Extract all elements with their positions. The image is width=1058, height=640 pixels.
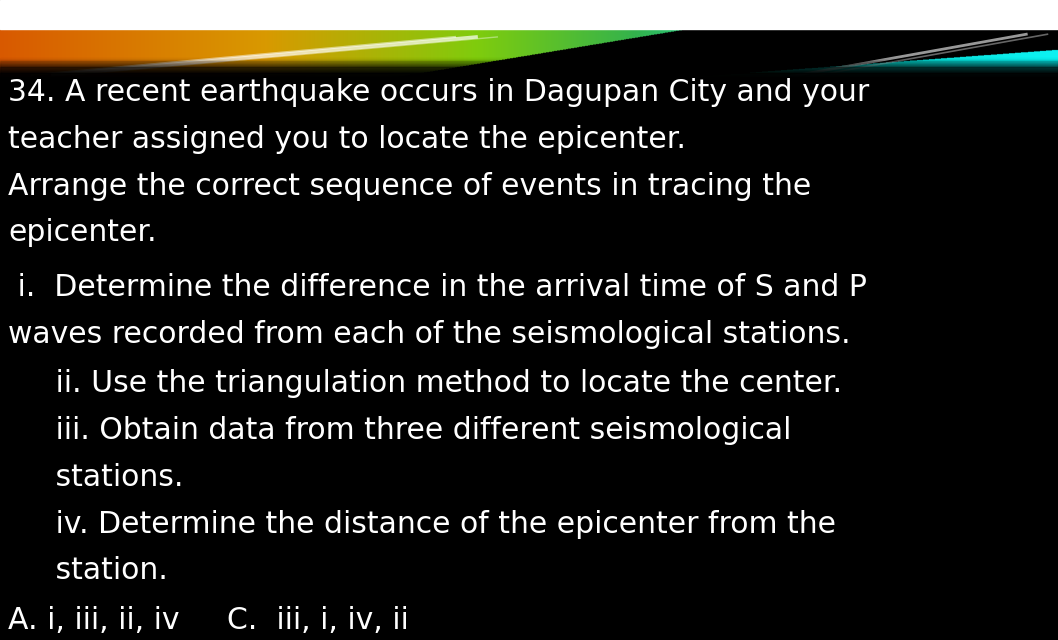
Bar: [0, 61, 1058, 63]
Text: station.: station.: [8, 556, 168, 586]
Bar: [0, 67, 1058, 70]
Text: waves recorded from each of the seismological stations.: waves recorded from each of the seismolo…: [8, 320, 851, 349]
Text: 34. A recent earthquake occurs in Dagupan City and your: 34. A recent earthquake occurs in Dagupa…: [8, 78, 870, 108]
Bar: [0, 74, 1058, 76]
Bar: [0, 71, 1058, 74]
Bar: [0, 64, 1058, 67]
Text: teacher assigned you to locate the epicenter.: teacher assigned you to locate the epice…: [8, 125, 687, 154]
Bar: [0, 57, 1058, 60]
Bar: [0, 58, 1058, 61]
Bar: [0, 79, 1058, 81]
Bar: [0, 81, 1058, 84]
Bar: [0, 77, 1058, 80]
Bar: [0, 80, 1058, 83]
Bar: [0, 65, 1058, 67]
Bar: [0, 72, 1058, 75]
Text: A. i, iii, ii, iv     C.  iii, i, iv, ii: A. i, iii, ii, iv C. iii, i, iv, ii: [8, 606, 409, 636]
Bar: [0, 0, 1058, 29]
Bar: [0, 67, 1058, 69]
Bar: [0, 79, 1058, 82]
Text: epicenter.: epicenter.: [8, 218, 157, 248]
Bar: [0, 60, 1058, 62]
Bar: [0, 61, 1058, 64]
Bar: [0, 59, 1058, 61]
Text: iii. Obtain data from three different seismological: iii. Obtain data from three different se…: [8, 416, 791, 445]
Bar: [0, 69, 1058, 72]
Bar: [0, 68, 1058, 71]
Bar: [0, 74, 1058, 77]
Text: Arrange the correct sequence of events in tracing the: Arrange the correct sequence of events i…: [8, 172, 811, 201]
Bar: [0, 66, 1058, 68]
Text: ii. Use the triangulation method to locate the center.: ii. Use the triangulation method to loca…: [8, 369, 842, 399]
Bar: [0, 62, 1058, 65]
Bar: [0, 82, 1058, 84]
Bar: [0, 77, 1058, 79]
Bar: [0, 76, 1058, 79]
Bar: [0, 70, 1058, 72]
Bar: [0, 72, 1058, 74]
Bar: [0, 63, 1058, 66]
Text: i.  Determine the difference in the arrival time of S and P: i. Determine the difference in the arriv…: [8, 273, 868, 303]
Bar: [0, 75, 1058, 77]
Text: iv. Determine the distance of the epicenter from the: iv. Determine the distance of the epicen…: [8, 509, 837, 539]
Text: stations.: stations.: [8, 463, 184, 492]
